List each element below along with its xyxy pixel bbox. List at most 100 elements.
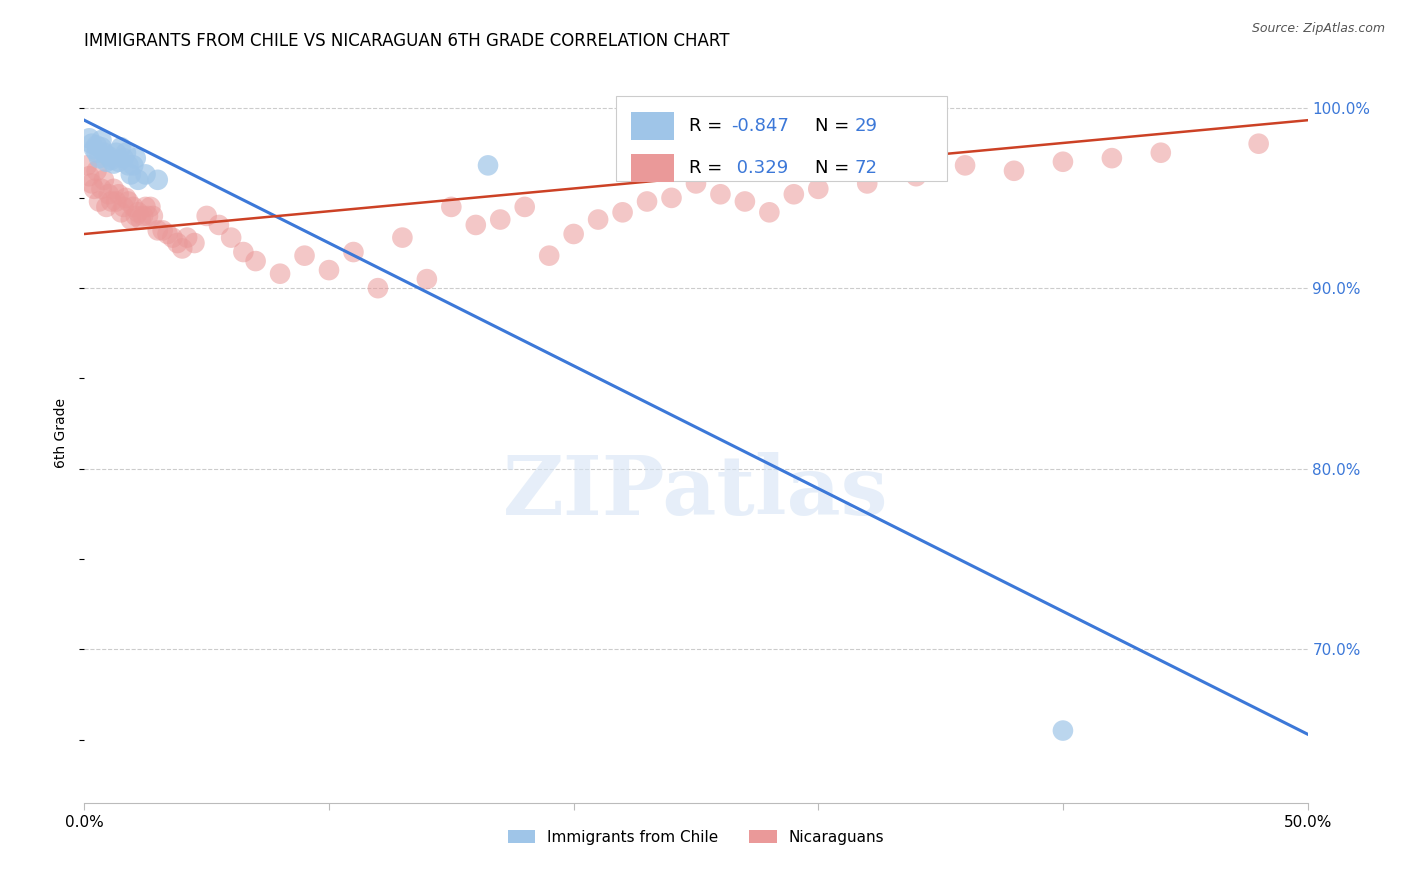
Point xyxy=(93,145,115,160)
Text: 0.329: 0.329 xyxy=(731,159,789,177)
Text: R =: R = xyxy=(689,159,728,177)
Point xyxy=(152,223,174,237)
Point xyxy=(76,158,98,172)
Point xyxy=(440,200,463,214)
Point xyxy=(1052,154,1074,169)
Point xyxy=(96,200,118,214)
Point xyxy=(90,140,112,154)
Point xyxy=(107,154,129,169)
FancyBboxPatch shape xyxy=(631,153,673,182)
Point xyxy=(112,200,135,214)
Point xyxy=(103,156,125,170)
Point xyxy=(120,168,142,182)
Point xyxy=(125,209,148,223)
Point xyxy=(1101,151,1123,165)
Point xyxy=(127,205,149,219)
Point xyxy=(83,182,105,196)
Point xyxy=(135,200,157,214)
FancyBboxPatch shape xyxy=(631,112,673,140)
Point xyxy=(139,200,162,214)
Point xyxy=(391,230,413,244)
Point xyxy=(87,151,110,165)
Point xyxy=(129,212,152,227)
Point xyxy=(477,158,499,172)
Point xyxy=(107,187,129,202)
Point xyxy=(208,218,231,232)
Point xyxy=(612,205,634,219)
Point xyxy=(1247,136,1270,151)
Point xyxy=(122,200,145,214)
Point xyxy=(127,173,149,187)
Point xyxy=(513,200,536,214)
Point xyxy=(136,209,159,223)
Point xyxy=(172,242,194,256)
Point xyxy=(1150,145,1173,160)
Point xyxy=(538,249,561,263)
Point xyxy=(562,227,585,241)
Point xyxy=(90,182,112,196)
Point xyxy=(80,177,103,191)
Point xyxy=(489,212,512,227)
Text: N =: N = xyxy=(814,159,855,177)
Point xyxy=(90,133,112,147)
Point xyxy=(661,191,683,205)
Text: 29: 29 xyxy=(855,117,877,135)
Text: Source: ZipAtlas.com: Source: ZipAtlas.com xyxy=(1251,22,1385,36)
Point xyxy=(125,151,148,165)
Point xyxy=(97,149,120,163)
Text: -0.847: -0.847 xyxy=(731,117,789,135)
Point xyxy=(117,158,139,172)
Point xyxy=(856,177,879,191)
Point xyxy=(93,173,115,187)
Point xyxy=(115,145,138,160)
Point xyxy=(120,212,142,227)
Text: IMMIGRANTS FROM CHILE VS NICARAGUAN 6TH GRADE CORRELATION CHART: IMMIGRANTS FROM CHILE VS NICARAGUAN 6TH … xyxy=(84,32,730,50)
Point xyxy=(146,173,169,187)
Point xyxy=(294,249,316,263)
Point xyxy=(103,182,125,196)
Point xyxy=(905,169,928,184)
Point xyxy=(135,168,157,182)
Point xyxy=(219,230,242,244)
Point xyxy=(83,142,105,156)
Text: N =: N = xyxy=(814,117,855,135)
Point xyxy=(96,154,118,169)
Point xyxy=(110,205,132,219)
Point xyxy=(115,191,138,205)
Point xyxy=(162,230,184,244)
Point xyxy=(122,158,145,172)
Point xyxy=(1052,723,1074,738)
Point xyxy=(342,245,364,260)
Text: ZIPatlas: ZIPatlas xyxy=(503,452,889,532)
Point xyxy=(734,194,756,209)
Y-axis label: 6th Grade: 6th Grade xyxy=(53,398,67,467)
FancyBboxPatch shape xyxy=(616,95,946,181)
Point xyxy=(146,223,169,237)
Point xyxy=(464,218,486,232)
Point xyxy=(87,194,110,209)
Point xyxy=(586,212,609,227)
Point xyxy=(142,209,165,223)
Point xyxy=(1002,163,1025,178)
Point xyxy=(100,194,122,209)
Point xyxy=(156,227,179,241)
Point xyxy=(77,169,100,184)
Point xyxy=(758,205,780,219)
Point xyxy=(105,145,128,160)
Point xyxy=(245,254,267,268)
Point xyxy=(86,163,108,178)
Point xyxy=(269,267,291,281)
Point xyxy=(86,138,108,153)
Point xyxy=(367,281,389,295)
Point xyxy=(97,187,120,202)
Text: R =: R = xyxy=(689,117,728,135)
Point xyxy=(232,245,254,260)
Point xyxy=(80,136,103,151)
Point xyxy=(636,194,658,209)
Point xyxy=(77,131,100,145)
Point xyxy=(685,177,707,191)
Point xyxy=(112,151,135,165)
Point xyxy=(105,194,128,209)
Point xyxy=(110,140,132,154)
Point xyxy=(117,194,139,209)
